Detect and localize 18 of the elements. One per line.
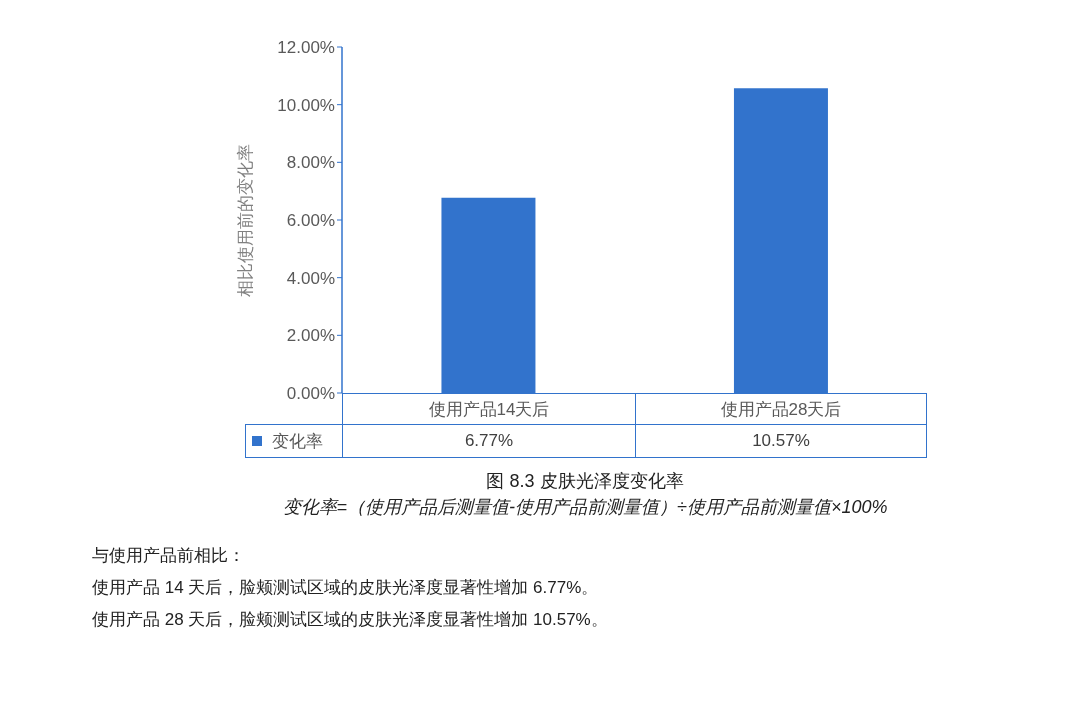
legend-label: 变化率: [245, 424, 342, 457]
y-tick-label: 8.00%: [286, 153, 335, 173]
text: 变化率=（使用产品后测量值-使用产品前测量值）÷使用产品前测量值×100%: [281, 496, 889, 519]
data-label: 10.57%: [635, 424, 927, 457]
text: 使用产品 14 天后，脸颊测试区域的皮肤光泽度显著性增加 6.77%。: [92, 577, 599, 599]
text: 与使用产品前相比：: [92, 545, 245, 567]
data-label: 6.77%: [342, 424, 635, 457]
y-tick-label: 6.00%: [286, 211, 335, 231]
y-tick-label: 12.00%: [277, 38, 335, 58]
y-tick-label: 10.00%: [277, 95, 335, 115]
y-tick-label: 4.00%: [286, 268, 335, 288]
y-axis-title: 相比使用前的变化率: [236, 143, 256, 297]
text: 图 8.3 皮肤光泽度变化率: [485, 470, 685, 493]
x-tick-label: 使用产品28天后: [635, 393, 927, 424]
x-tick-label: 使用产品14天后: [342, 393, 635, 424]
y-tick-label: 2.00%: [286, 326, 335, 346]
text: 使用产品 28 天后，脸颊测试区域的皮肤光泽度显著性增加 10.57%。: [92, 609, 608, 631]
y-tick-label: 0.00%: [286, 384, 335, 404]
